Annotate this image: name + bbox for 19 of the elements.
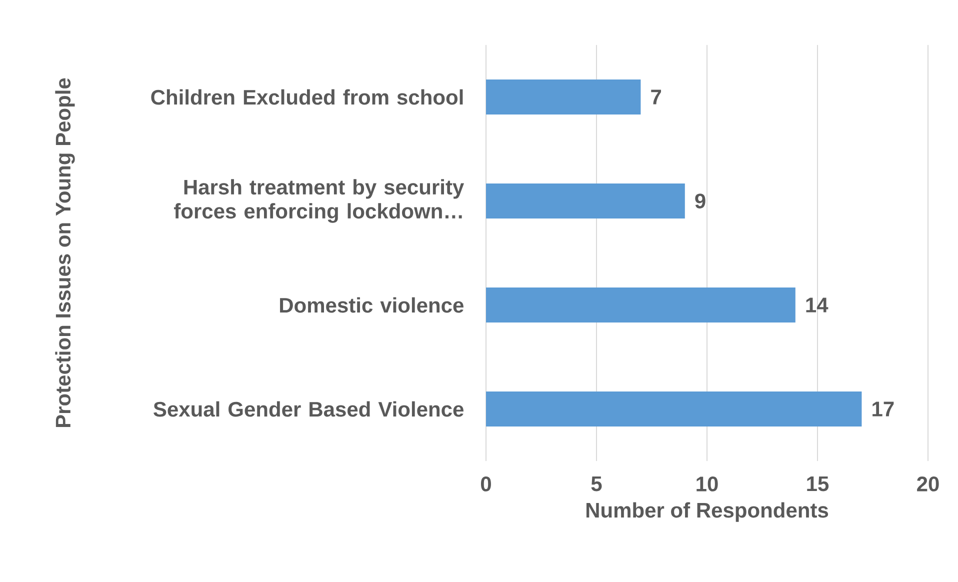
x-tick-label: 15 <box>807 476 829 492</box>
y-tick-label: Sexual Gender Based Violence <box>154 401 464 417</box>
x-axis-title: Number of Respondents <box>586 502 828 522</box>
data-label: 7 <box>651 90 661 104</box>
x-tick-label: 0 <box>480 476 491 492</box>
y-tick-label: Domestic violence <box>280 297 464 313</box>
bar <box>486 392 862 427</box>
data-label: 14 <box>806 298 828 312</box>
x-tick-label: 5 <box>591 476 602 492</box>
data-label: 17 <box>872 402 894 416</box>
x-tick-label: 20 <box>917 476 939 492</box>
data-label: 9 <box>695 194 706 208</box>
bar <box>486 80 641 115</box>
y-tick-label: Children Excluded from school <box>151 89 463 105</box>
bar <box>486 288 796 323</box>
bar <box>486 184 685 219</box>
y-axis-title: Protection Issues on Young People <box>55 78 75 428</box>
y-tick-label: Harsh treatment by security forces enforcing lockdown… <box>174 179 464 223</box>
x-tick-label: 10 <box>696 476 718 492</box>
